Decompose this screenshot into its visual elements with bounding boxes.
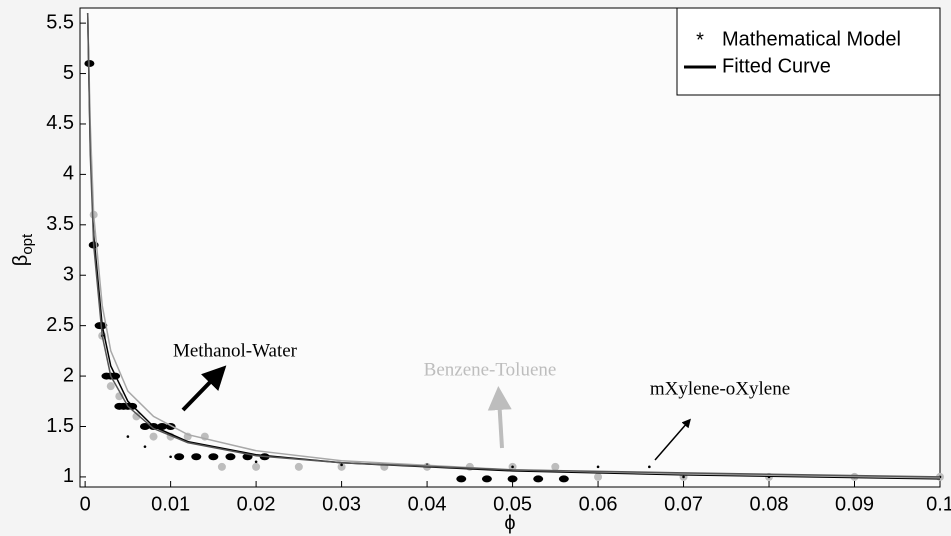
- x-axis-label: ϕ: [504, 512, 515, 534]
- data-point: [106, 382, 115, 391]
- data-point: [507, 475, 518, 483]
- annotation: Methanol-Water: [173, 340, 298, 361]
- data-point: [254, 460, 258, 464]
- data-point: [648, 465, 651, 469]
- data-point: [551, 462, 560, 471]
- data-point: [143, 445, 147, 448]
- x-tick-label: 0.01: [151, 493, 190, 515]
- data-point: [157, 422, 168, 430]
- legend-marker: *: [696, 29, 704, 51]
- y-tick-label: 3: [63, 264, 74, 286]
- annotation: Benzene-Toluene: [424, 359, 557, 380]
- data-point: [340, 463, 343, 467]
- data-point: [225, 453, 236, 461]
- data-point: [594, 472, 603, 481]
- y-axis-subscript: opt: [19, 233, 36, 255]
- legend-entry: Fitted Curve: [722, 55, 831, 77]
- x-tick-label: 0.04: [408, 493, 447, 515]
- y-axis-label: βopt: [10, 233, 36, 266]
- y-tick-label: 3.5: [46, 213, 74, 235]
- y-tick-label: 4: [63, 163, 74, 185]
- data-point: [558, 475, 569, 483]
- data-point: [294, 462, 303, 471]
- data-point: [511, 465, 514, 469]
- data-point: [481, 475, 492, 483]
- data-point: [169, 455, 172, 459]
- data-point: [174, 453, 185, 461]
- y-tick-label: 1: [63, 465, 74, 487]
- y-tick-label: 2.5: [46, 314, 74, 336]
- y-tick-label: 1.5: [46, 415, 74, 437]
- data-point: [682, 475, 685, 479]
- data-point: [596, 465, 600, 469]
- x-tick-label: 0.05: [493, 493, 532, 515]
- data-point: [139, 422, 150, 430]
- x-tick-label: 0.02: [237, 493, 276, 515]
- x-tick-label: 0.03: [322, 493, 361, 515]
- data-point: [126, 435, 130, 438]
- y-tick-label: 5.5: [46, 11, 74, 33]
- data-point: [191, 453, 202, 461]
- y-tick-label: 5: [63, 62, 74, 84]
- annotation-arrow: [487, 386, 512, 449]
- data-point: [132, 412, 141, 421]
- x-tick-label: 0.07: [664, 493, 703, 515]
- data-point: [252, 462, 261, 471]
- data-point: [208, 453, 219, 461]
- y-axis-symbol: β: [10, 255, 32, 267]
- data-point: [149, 432, 158, 441]
- x-tick-label: 0.1: [926, 493, 951, 515]
- annotation-arrow: [181, 365, 227, 412]
- annotation: mXylene-oXylene: [650, 378, 790, 399]
- data-point: [456, 475, 467, 483]
- legend-entry: Mathematical Model: [722, 28, 901, 50]
- y-tick-label: 4.5: [46, 112, 74, 134]
- fitted-curve: [86, 13, 941, 478]
- legend: [676, 7, 941, 96]
- x-tick-label: 0.08: [750, 493, 789, 515]
- x-tick-label: 0.06: [579, 493, 618, 515]
- annotation-arrow: [654, 418, 691, 461]
- data-point: [217, 462, 226, 471]
- x-tick-label: 0: [80, 493, 91, 515]
- data-point: [337, 462, 346, 471]
- data-point: [533, 475, 544, 483]
- x-tick-label: 0.09: [835, 493, 874, 515]
- y-tick-label: 2: [63, 364, 74, 386]
